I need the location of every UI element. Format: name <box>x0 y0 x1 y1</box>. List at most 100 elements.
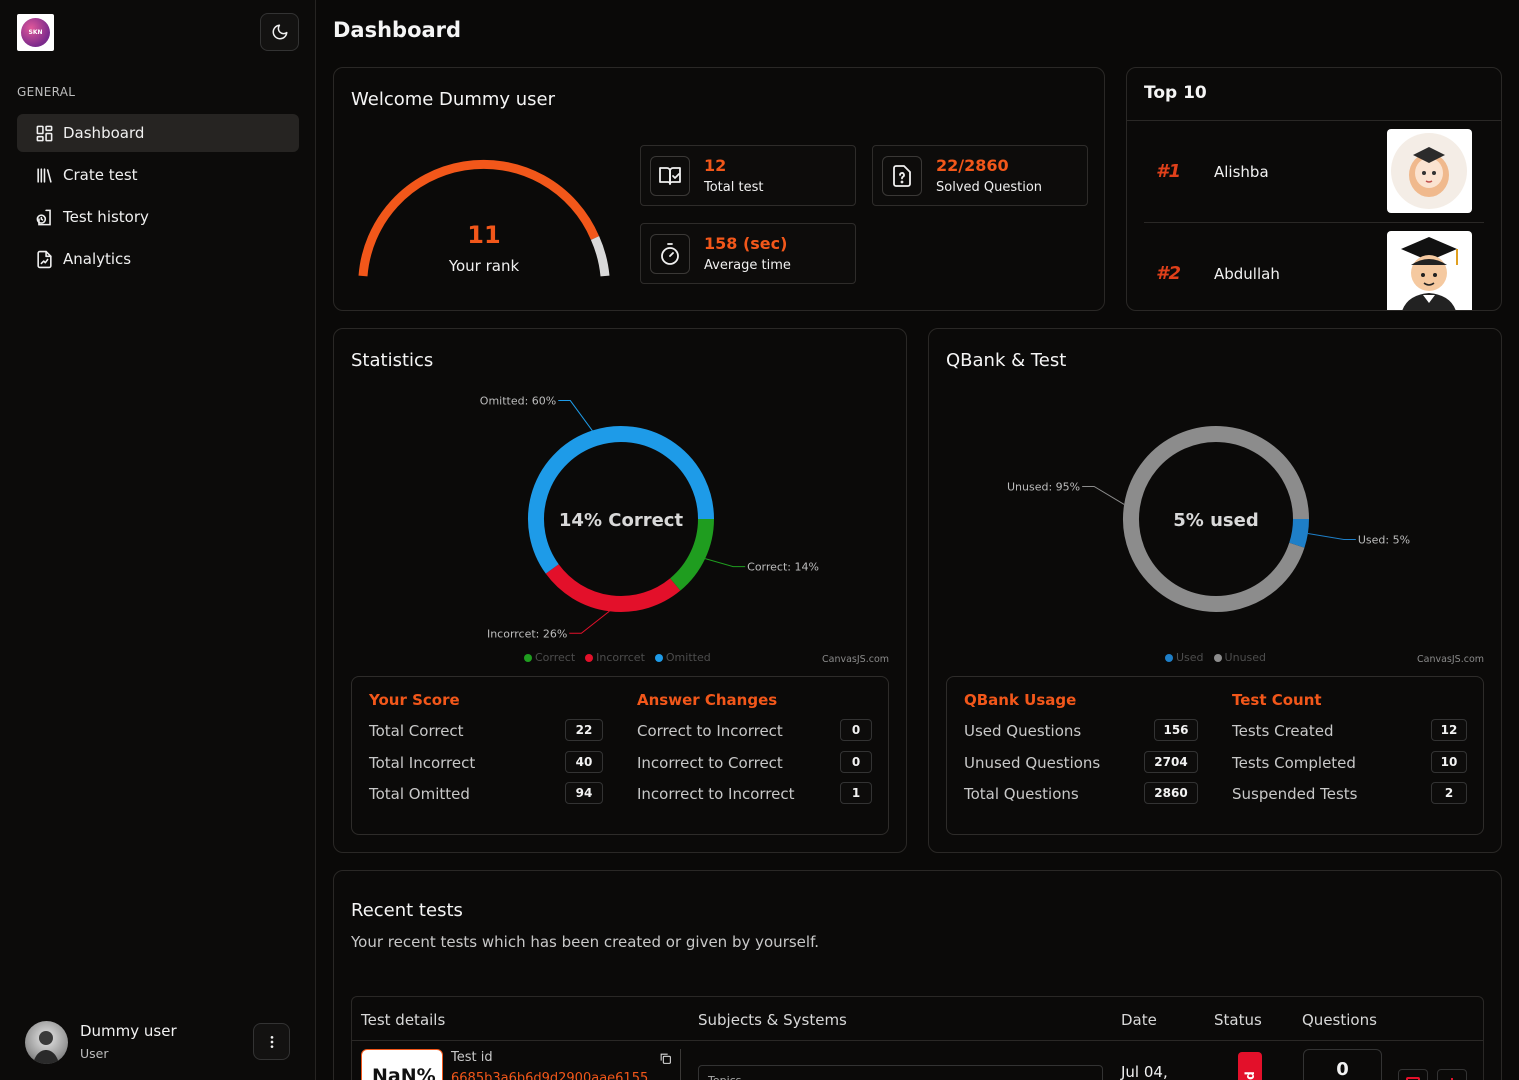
slice-label: Incorrcet: 26% <box>487 627 567 640</box>
qbank-card: QBank & Test Used: 5% Unused: 95% 5% used … <box>928 328 1502 853</box>
sidebar-item-label: Analytics <box>63 250 132 268</box>
chart-credit[interactable]: CanvasJS.com <box>1417 654 1485 665</box>
sidebar-item-analytics[interactable]: Analytics <box>17 240 299 278</box>
qbank-usage-heading: QBank Usage <box>964 691 1077 709</box>
legend-item-unused[interactable]: Unused <box>1213 651 1266 664</box>
donut-slice-correct[interactable] <box>669 518 714 591</box>
leaderboard-rank: #2 <box>1156 263 1182 284</box>
score-row-value: 40 <box>565 751 603 773</box>
usage-row-value: 2704 <box>1144 751 1198 773</box>
count-row-label: Suspended Tests <box>1232 785 1358 803</box>
user-profile: Dummy user User <box>25 1020 295 1064</box>
recent-tests-title: Recent tests <box>351 900 463 921</box>
divider <box>352 1040 1483 1041</box>
legend-item-used[interactable]: Used <box>1165 651 1204 664</box>
leaderboard-entry[interactable]: #2 Abdullah <box>1144 223 1484 310</box>
leaderboard-entry[interactable]: #1 Alishba <box>1144 121 1484 223</box>
score-row-label: Total Correct <box>369 722 464 740</box>
rank-value: 11 <box>467 221 501 249</box>
sidebar-item-label: Crate test <box>63 166 138 184</box>
column-header-test-details[interactable]: Test details <box>361 1011 446 1029</box>
leader-line <box>1082 485 1125 505</box>
statistics-donut-chart: Correct: 14% Incorrcet: 26% Omitted: 60% 14… <box>480 395 819 641</box>
donut-slice-unused[interactable] <box>1123 426 1309 612</box>
donut-center-label: 5% used <box>1173 510 1258 531</box>
usage-row-label: Total Questions <box>964 785 1079 803</box>
usage-row-value: 156 <box>1154 719 1198 741</box>
timer-icon <box>650 234 690 274</box>
column-header-status[interactable]: Status <box>1214 1011 1262 1029</box>
qbank-summary-panel: QBank Usage Used Questions 156 Unused Qu… <box>946 676 1484 835</box>
column-header-questions[interactable]: Questions <box>1302 1011 1377 1029</box>
change-row-value: 0 <box>840 719 872 741</box>
slice-label: Correct: 14% <box>747 561 819 574</box>
analytics-icon <box>34 249 54 269</box>
donut-slice-omitted[interactable] <box>528 426 714 574</box>
test-score-badge: NaN% <box>361 1049 443 1080</box>
welcome-title: Welcome Dummy user <box>351 89 556 110</box>
donut-slice-used[interactable] <box>1289 518 1309 548</box>
moon-icon <box>272 24 287 40</box>
slice-label: Omitted: 60% <box>480 395 556 408</box>
row-action-button[interactable] <box>1437 1069 1467 1080</box>
theme-toggle-button[interactable] <box>260 13 299 51</box>
change-row-label: Incorrect to Incorrect <box>637 785 795 803</box>
library-icon <box>34 165 54 185</box>
test-id-value: 6685b3a6b6d9d2900aae6155 <box>451 1071 649 1080</box>
qbank-donut-chart: Used: 5% Unused: 95% 5% used <box>1007 426 1410 612</box>
change-row-value: 1 <box>840 782 872 804</box>
test-date: Jul 04, <box>1121 1063 1168 1080</box>
usage-row-value: 2860 <box>1144 782 1198 804</box>
stat-value: 158 (sec) <box>704 234 788 253</box>
sidebar-item-label: Dashboard <box>63 124 145 142</box>
stat-label: Total test <box>704 180 764 195</box>
legend-item-omitted[interactable]: Omitted <box>654 651 711 664</box>
recent-tests-table: Test details Subjects & Systems Date Sta… <box>351 996 1484 1080</box>
rank-gauge: 11 Your rank <box>354 148 614 283</box>
leader-line <box>569 610 610 634</box>
score-row-label: Total Omitted <box>369 785 470 803</box>
test-id-label: Test id <box>451 1050 493 1065</box>
sidebar-item-label: Test history <box>63 208 149 226</box>
donut-slice-incorrcet[interactable] <box>545 564 681 612</box>
sidebar: SKN GENERAL Dashboard Crate test <box>0 0 316 1080</box>
sidebar-item-dashboard[interactable]: Dashboard <box>17 114 299 152</box>
legend-item-correct[interactable]: Correct <box>524 651 575 664</box>
user-menu-button[interactable] <box>253 1023 290 1060</box>
leader-line <box>705 558 746 568</box>
nav-section-label: GENERAL <box>17 85 76 99</box>
row-action-button[interactable] <box>1398 1069 1428 1080</box>
chart-credit[interactable]: CanvasJS.com <box>822 654 890 665</box>
count-row-label: Tests Created <box>1232 722 1334 740</box>
answer-changes-heading: Answer Changes <box>637 691 778 709</box>
your-score-heading: Your Score <box>369 691 460 709</box>
statistics-title: Statistics <box>351 350 434 371</box>
topics-field: Topics <box>698 1065 1103 1080</box>
legend-item-incorrect[interactable]: Incorrcet <box>585 651 645 664</box>
dashboard-icon <box>34 123 54 143</box>
column-header-subjects[interactable]: Subjects & Systems <box>698 1011 847 1029</box>
test-count-heading: Test Count <box>1232 691 1322 709</box>
sidebar-item-crate-test[interactable]: Crate test <box>17 156 299 194</box>
app-logo[interactable]: SKN <box>17 14 54 51</box>
change-row-label: Incorrect to Correct <box>637 754 783 772</box>
sidebar-item-test-history[interactable]: Test history <box>17 198 299 236</box>
top10-title: Top 10 <box>1144 83 1207 103</box>
score-row-value: 94 <box>565 782 603 804</box>
usage-row-label: Unused Questions <box>964 754 1101 772</box>
count-row-value: 12 <box>1431 719 1467 741</box>
stat-total-test: 12 Total test <box>640 145 856 206</box>
leaderboard-rank: #1 <box>1156 161 1182 182</box>
qbank-title: QBank & Test <box>946 350 1067 371</box>
usage-row-label: Used Questions <box>964 722 1082 740</box>
welcome-card: Welcome Dummy user 11 Your rank 12 Total… <box>333 67 1105 311</box>
copy-icon[interactable] <box>659 1050 672 1069</box>
stat-average-time: 158 (sec) Average time <box>640 223 856 284</box>
user-role: User <box>80 1046 109 1061</box>
top10-card: Top 10 #1 Alishba #2 Abdullah <box>1126 67 1502 311</box>
column-header-date[interactable]: Date <box>1121 1011 1157 1029</box>
question-file-icon <box>882 156 922 196</box>
history-icon <box>34 207 54 227</box>
avatar[interactable] <box>25 1021 68 1064</box>
divider <box>1127 120 1501 121</box>
